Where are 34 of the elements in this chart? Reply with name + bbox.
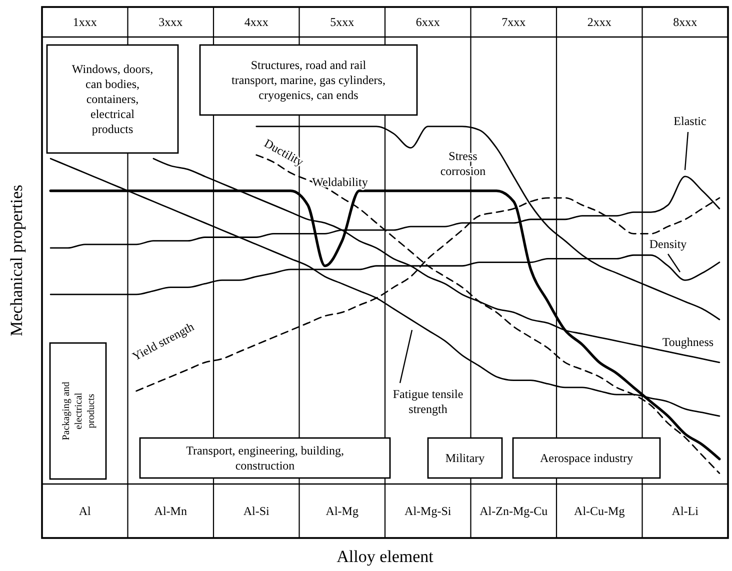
text-box: Packaging and electrical products [49,342,107,480]
annotation: Packaging and electrical products [61,382,97,440]
x-tick-label: Al-Mg-Si [404,504,452,518]
text: 7xxx [502,15,526,29]
x-tick-label: Al-Mn [154,504,187,518]
x-tick-label: Al-Mg [326,504,358,518]
y-axis-title: Mechanical properties [7,184,26,336]
text: 4xxx [244,15,268,29]
x-tick-label: Al-Cu-Mg [574,504,625,518]
x-tick-label: Al-Si [243,504,270,518]
text-box: Structures, road and rail transport, marine, gas cylinders, cryogenics, can ends [199,44,418,116]
text-box: Aerospace industry [512,437,661,479]
text-box: Military [427,437,503,479]
text: 1xxx [72,15,97,29]
series-label: Toughness [662,335,714,349]
x-tick-label: Al [78,504,92,518]
x-tick-label: Al-Li [672,504,700,518]
x-axis-title: Alloy element [336,547,434,566]
annotation: Aerospace industry [540,451,633,466]
annotation: Windows, doors, can bodies, containers, electrical products [72,62,154,136]
annotation: Military [445,451,485,466]
text: Elastic [674,114,706,128]
text-box: Transport, engineering, building, construction [139,437,391,479]
text: 2xxx [587,15,612,29]
annotation: Transport, engineering, building, construction [186,444,344,473]
series-label: Density [649,237,687,251]
text: 3xxx [158,15,183,29]
series-label: Weldability [312,175,368,189]
text: 8xxx [673,15,698,29]
text: 6xxx [416,15,440,29]
x-tick-label: Al-Zn-Mg-Cu [480,504,548,518]
text-box: Windows, doors, can bodies, containers, electrical products [46,44,179,154]
text: Fatigue tensile strength [392,387,464,416]
text: 5xxx [330,15,354,29]
